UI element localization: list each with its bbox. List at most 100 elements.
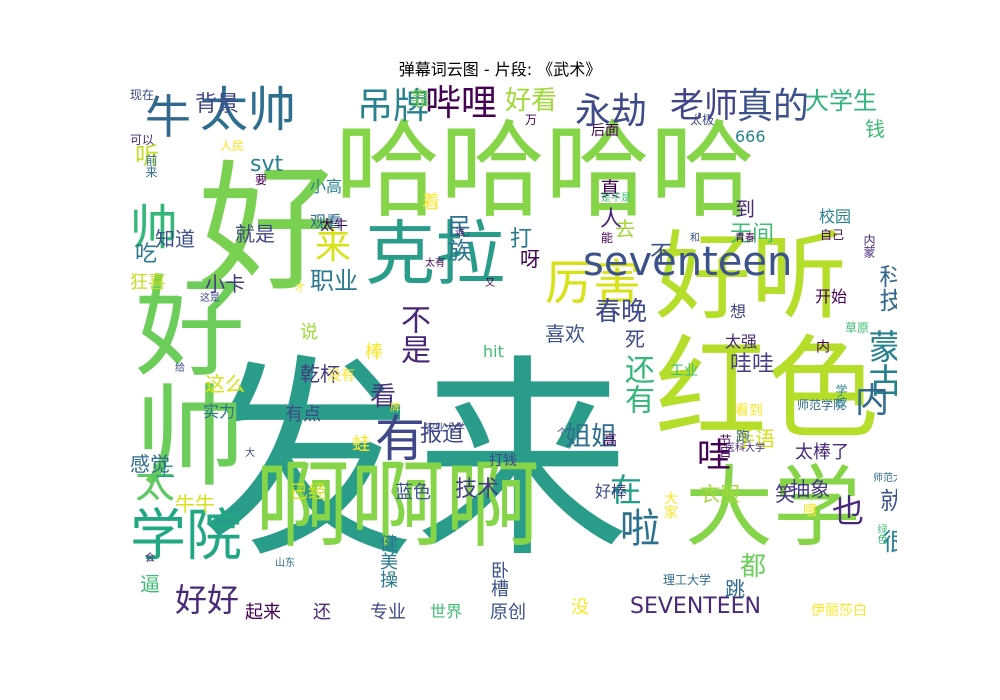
cloud-word: 看 [370, 382, 397, 412]
cloud-word: 草原 [845, 321, 870, 335]
cloud-word: 学院 [130, 504, 242, 569]
cloud-word: 乾杯 [300, 362, 340, 386]
cloud-word: 和 [690, 233, 700, 244]
cloud-word: 无间 [730, 222, 775, 247]
cloud-word: 厉害 [545, 255, 642, 311]
cloud-word: 红色 [655, 325, 879, 455]
cloud-word: 棒 [365, 342, 383, 363]
cloud-word: 师范大学 [873, 473, 897, 484]
cloud-word: 科技 [875, 264, 897, 312]
cloud-word: 蛙 [349, 434, 370, 452]
cloud-word: 个 [557, 428, 567, 439]
cloud-word: 世界 [430, 602, 463, 621]
chart-title: 弹幕词云图 - 片段: 《武术》 [398, 60, 602, 79]
cloud-word: 大学 [685, 456, 862, 559]
cloud-word: 后面 [591, 123, 619, 139]
cloud-word: 可以 [130, 133, 155, 147]
cloud-word: 好帅 [125, 269, 244, 489]
cloud-word: 观看 [310, 212, 343, 231]
cloud-word: 不是 [395, 304, 430, 364]
cloud-word: 会 [145, 553, 155, 564]
cloud-word: 就 [880, 487, 897, 515]
cloud-word: 喜欢 [545, 322, 585, 346]
cloud-word: 医科大学 [725, 443, 765, 454]
cloud-word: 有点 [285, 404, 321, 425]
cloud-word: svt [250, 152, 284, 177]
cloud-word: 发来 [200, 336, 630, 587]
cloud-word: 报道 [420, 422, 465, 447]
cloud-word: 理工大学 [663, 573, 712, 587]
cloud-word: 跑 [734, 429, 750, 443]
cloud-word: 自己 [820, 228, 845, 242]
cloud-word: 知道 [155, 227, 195, 251]
cloud-word: 山东 [275, 558, 295, 569]
cloud-word: SEVENTEEN [630, 594, 761, 619]
cloud-word: 太牛 [320, 218, 348, 234]
cloud-word: 大家 [662, 491, 678, 519]
cloud-word: 开始 [815, 287, 848, 306]
cloud-word: 现在 [130, 88, 155, 102]
cloud-word: 青春 [735, 233, 755, 244]
cloud-word: 打钱 [489, 453, 517, 469]
cloud-word: 已经 [290, 482, 326, 503]
cloud-word: 牛牛 [175, 492, 215, 516]
cloud-word: 呀 [520, 247, 540, 271]
cloud-word: 高 [603, 433, 617, 449]
cloud-word: 太有 [425, 258, 445, 269]
cloud-word: 看到 [735, 403, 763, 419]
cloud-word: 在 [610, 471, 643, 509]
cloud-word: 好看 [505, 86, 558, 116]
cloud-word: 好听 [655, 221, 847, 333]
cloud-word: 嘻 [803, 503, 817, 519]
cloud-word: 逼 [140, 572, 160, 596]
cloud-word: 学校 [834, 384, 848, 408]
cloud-word: 钱 [865, 117, 885, 141]
cloud-word: 绿色 [875, 524, 886, 544]
cloud-word: 好棒 [595, 482, 628, 501]
cloud-word: 内 [814, 339, 830, 353]
cloud-word: 还有 [619, 354, 654, 414]
cloud-word: 有 [375, 410, 425, 468]
cloud-word: 给 [175, 363, 185, 374]
cloud-word: 克拉 [365, 213, 505, 295]
cloud-word: 是不是 [601, 193, 631, 204]
cloud-word: 笑 [775, 482, 795, 506]
cloud-word: 专业 [370, 602, 406, 623]
cloud-word: 手语 [735, 427, 775, 451]
cloud-word: 谁 [455, 228, 465, 239]
cloud-word: 感觉 [130, 452, 170, 476]
cloud-word: 抽象 [790, 477, 830, 501]
cloud-word: 万 [525, 113, 538, 127]
cloud-word: 原创 [490, 602, 526, 623]
cloud-word: 哔哩 [425, 84, 498, 124]
cloud-word: 去 [615, 217, 635, 241]
cloud-word: 吊牌 [357, 86, 430, 127]
cloud-word: 着 [422, 192, 440, 213]
cloud-word: 前来 [144, 154, 158, 178]
cloud-word: 没 [571, 597, 589, 618]
cloud-word: 打 [510, 227, 533, 252]
cloud-word: 啦 [620, 506, 660, 552]
cloud-word: 要 [255, 173, 268, 187]
cloud-word: 工业 [670, 363, 698, 379]
cloud-word: 吃 [135, 242, 158, 267]
cloud-word: 牌 [390, 403, 400, 414]
cloud-word: 哇哇 [730, 352, 775, 377]
cloud-word: 大 [245, 448, 255, 459]
cloud-word: 来 [315, 226, 352, 267]
cloud-word: 内蒙 [862, 234, 876, 258]
cloud-word: 想 [730, 302, 747, 321]
cloud-word: 牛 [145, 90, 191, 144]
cloud-word: 伊丽莎白 [811, 603, 867, 619]
cloud-word: 技术 [455, 477, 500, 502]
cloud-word: 蓝色 [395, 482, 431, 503]
cloud-word: 真 [600, 177, 620, 201]
cloud-word: 到 [735, 197, 755, 221]
cloud-word: 人民 [220, 139, 245, 153]
cloud-word: 不 [650, 242, 673, 267]
cloud-word: 哈哈哈哈 [335, 110, 756, 232]
cloud-word: 死 [625, 327, 645, 351]
cloud-word: 衣服 [700, 482, 740, 506]
cloud-word: 太 [135, 461, 175, 507]
cloud-word: 狂喜 [130, 272, 166, 293]
